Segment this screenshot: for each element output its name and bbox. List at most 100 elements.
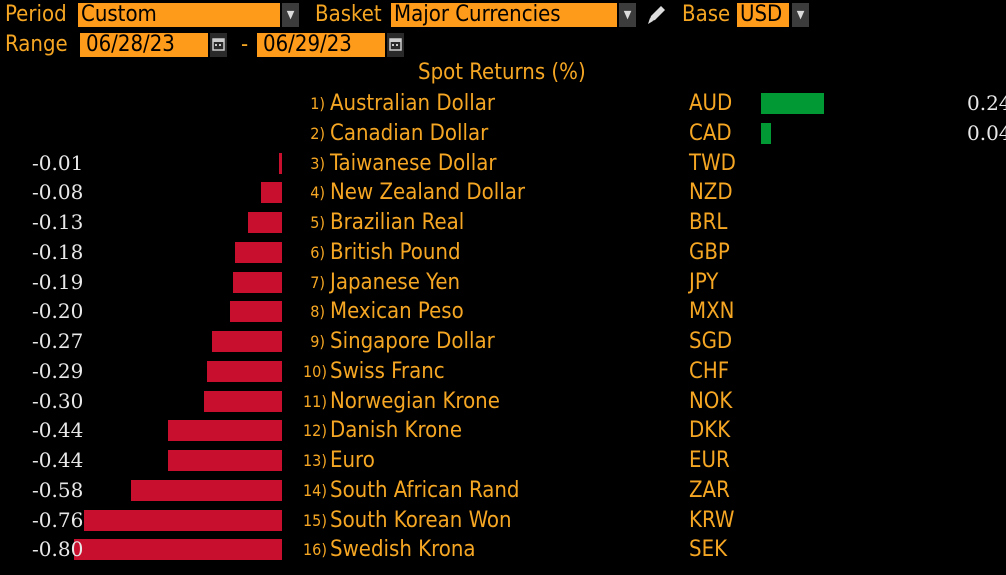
currency-code[interactable]: BRL [689,210,728,235]
calendar-icon[interactable] [387,33,404,57]
currency-name[interactable]: Danish Krone [330,418,463,444]
negative-return-bar [74,539,282,561]
return-value-label: -0.08 [32,180,84,205]
currency-code[interactable]: EUR [689,448,730,473]
currency-row[interactable]: -0.27 9) Singapore Dollar SGD [0,327,1006,356]
base-dropdown-arrow-icon[interactable]: ▼ [792,3,809,27]
rank-label: 14) [303,480,327,500]
negative-return-bar [235,241,282,263]
currency-row[interactable]: 0.04 2) Canadian Dollar CAD [0,119,1006,148]
currency-code[interactable]: AUD [689,91,733,116]
currency-row[interactable]: -0.30 11) Norwegian Krone NOK [0,387,1006,416]
currency-name[interactable]: Japanese Yen [330,269,461,295]
currency-code[interactable]: TWD [689,150,736,176]
rank-label: 7) [310,272,325,292]
currency-code[interactable]: NOK [689,388,733,414]
rank-label: 8) [310,302,325,322]
currency-row[interactable]: -0.58 14) South African Rand ZAR [0,476,1006,505]
currency-code[interactable]: MXN [689,299,735,325]
range-end-field[interactable]: 06/29/23 [257,33,385,57]
currency-row[interactable]: -0.29 10) Swiss Franc CHF [0,357,1006,386]
base-dropdown[interactable]: USD [737,3,789,27]
currency-name[interactable]: South Korean Won [330,507,512,533]
currency-code[interactable]: CAD [689,120,732,146]
edit-pencil-icon[interactable] [645,4,669,26]
currency-row[interactable]: -0.19 7) Japanese Yen JPY [0,268,1006,297]
currency-name[interactable]: Swedish Krona [330,537,476,563]
currency-name[interactable]: New Zealand Dollar [330,180,525,206]
currency-name[interactable]: Singapore Dollar [330,329,495,354]
return-value-label: -0.13 [32,210,84,234]
return-value-label: -0.20 [32,299,84,324]
currency-row[interactable]: -0.08 4) New Zealand Dollar NZD [0,178,1006,207]
return-value-label: -0.58 [32,477,84,502]
currency-row[interactable]: -0.18 6) British Pound GBP [0,238,1006,267]
currency-row[interactable]: -0.80 16) Swedish Krona SEK [0,535,1006,564]
return-value-label: -0.76 [32,507,84,532]
negative-return-bar [261,182,282,204]
currency-name[interactable]: South African Rand [330,477,520,503]
currency-name[interactable]: Canadian Dollar [330,120,489,146]
currency-row[interactable]: -0.44 12) Danish Krone DKK [0,416,1006,445]
currency-name[interactable]: Norwegian Krone [330,388,500,414]
currency-code[interactable]: CHF [689,358,730,384]
rank-label: 4) [310,183,325,203]
rank-label: 2) [310,123,325,143]
rank-label: 12) [303,421,327,441]
negative-return-bar [168,420,282,442]
negative-return-bar [207,360,282,382]
currency-code[interactable]: GBP [689,239,730,265]
currency-code[interactable]: SGD [689,329,733,354]
currency-name[interactable]: Australian Dollar [330,91,495,116]
negative-return-bar [279,152,282,174]
currency-code[interactable]: ZAR [689,477,730,503]
range-start-field[interactable]: 06/28/23 [80,33,208,57]
currency-code[interactable]: SEK [689,537,728,563]
currency-code[interactable]: KRW [689,507,735,533]
return-value-label: -0.01 [32,150,84,175]
return-value-label: -0.27 [32,329,84,353]
return-value-label: -0.30 [32,388,84,413]
rank-label: 3) [310,153,325,173]
negative-return-bar [230,301,282,323]
period-dropdown[interactable]: Custom [78,3,280,27]
currency-row[interactable]: -0.44 13) Euro EUR [0,446,1006,475]
currency-code[interactable]: JPY [689,269,719,295]
rank-label: 9) [310,332,325,351]
currency-name[interactable]: Mexican Peso [330,299,464,325]
return-value-label: -0.18 [32,239,84,264]
positive-return-bar [761,93,824,114]
negative-return-bar [84,509,282,531]
return-value-label: -0.29 [32,358,84,383]
currency-name[interactable]: British Pound [330,239,461,265]
basket-label: Basket [315,2,382,27]
return-value-label: -0.44 [32,418,84,443]
calendar-icon[interactable] [210,33,227,57]
return-value-label: -0.44 [32,448,84,472]
basket-dropdown-arrow-icon[interactable]: ▼ [619,3,636,27]
negative-return-bar [204,390,282,412]
range-label: Range [5,32,68,57]
currency-row[interactable]: -0.01 3) Taiwanese Dollar TWD [0,149,1006,178]
currency-name[interactable]: Brazilian Real [330,210,465,235]
currency-name[interactable]: Taiwanese Dollar [330,150,497,176]
currency-row[interactable]: -0.76 15) South Korean Won KRW [0,506,1006,535]
rank-label: 11) [303,391,327,411]
negative-return-bar [248,212,282,233]
currency-name[interactable]: Swiss Franc [330,358,445,384]
rank-label: 16) [303,540,327,560]
currency-row[interactable]: -0.13 5) Brazilian Real BRL [0,208,1006,237]
return-value-label: 0.04 [967,120,1006,145]
return-value-label: 0.24 [967,91,1006,115]
basket-dropdown[interactable]: Major Currencies [391,3,617,27]
negative-return-bar [212,331,282,352]
currency-row[interactable]: 0.24 1) Australian Dollar AUD [0,89,1006,118]
return-value-label: -0.80 [32,537,84,562]
negative-return-bar [168,450,282,471]
currency-name[interactable]: Euro [330,448,375,473]
period-dropdown-arrow-icon[interactable]: ▼ [282,3,299,27]
currency-code[interactable]: NZD [689,180,733,206]
currency-row[interactable]: -0.20 8) Mexican Peso MXN [0,297,1006,326]
currency-code[interactable]: DKK [689,418,731,444]
positive-return-bar [761,122,771,144]
